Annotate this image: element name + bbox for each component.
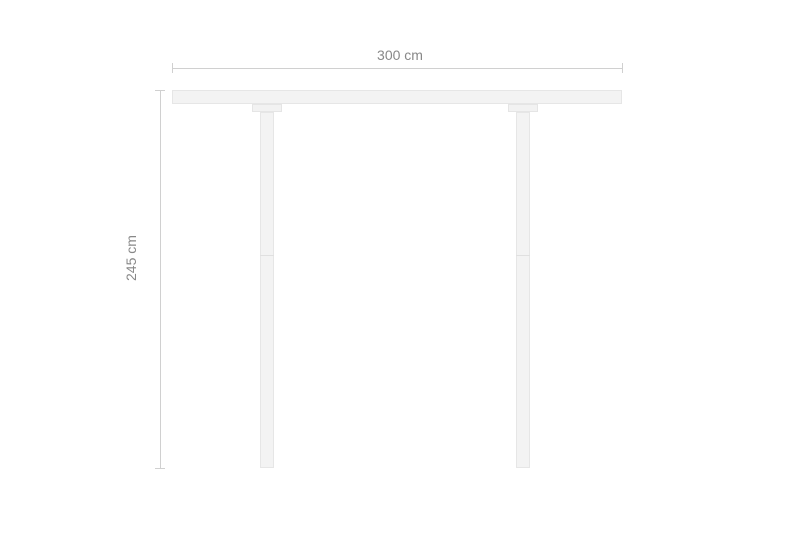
top-beam xyxy=(172,90,622,104)
height-dimension-line xyxy=(160,90,161,468)
height-dimension-label: 245 cm xyxy=(123,235,139,281)
right-post-joint xyxy=(516,255,530,256)
height-tick-top xyxy=(155,90,165,91)
width-dimension-line xyxy=(172,68,622,69)
left-post-joint xyxy=(260,255,274,256)
width-dimension-label: 300 cm xyxy=(377,47,423,63)
right-post xyxy=(516,112,530,468)
height-tick-bottom xyxy=(155,468,165,469)
left-post xyxy=(260,112,274,468)
right-bracket xyxy=(508,104,538,112)
left-bracket xyxy=(252,104,282,112)
width-tick-right xyxy=(622,63,623,73)
width-tick-left xyxy=(172,63,173,73)
